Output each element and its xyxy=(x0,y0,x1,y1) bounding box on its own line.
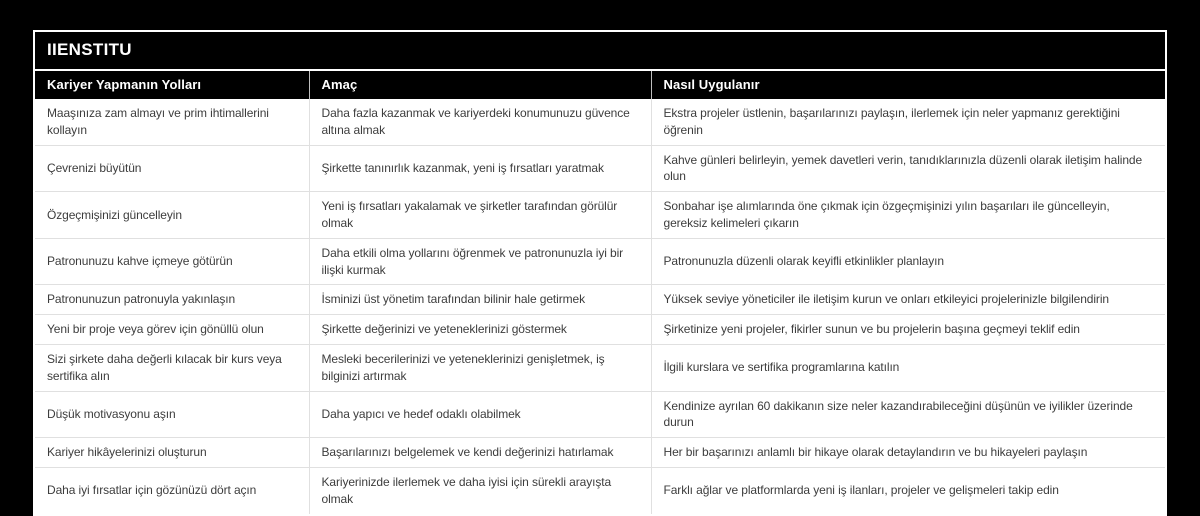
table-cell: Yüksek seviye yöneticiler ile iletişim k… xyxy=(651,284,1165,316)
table-cell: Şirketinize yeni projeler, fikirler sunu… xyxy=(651,314,1165,345)
table-row: Sizi şirkete daha değerli kılacak bir ku… xyxy=(35,344,1165,392)
table-cell: Mesleki becerilerinizi ve yetenekleriniz… xyxy=(309,344,652,392)
table-cell: Başarılarınızı belgelemek ve kendi değer… xyxy=(309,437,652,468)
table-cell: Ekstra projeler üstlenin, başarılarınızı… xyxy=(651,99,1165,146)
table-cell: İlgili kurslara ve sertifika programları… xyxy=(651,344,1165,392)
table-cell: Daha iyi fırsatlar için gözünüzü dört aç… xyxy=(35,467,310,514)
table-cell: Şirkette tanınırlık kazanmak, yeni iş fı… xyxy=(309,145,652,193)
table-row: Patronunuzun patronuyla yakınlaşın İsmini… xyxy=(35,284,1165,316)
table-cell: Düşük motivasyonu aşın xyxy=(35,391,310,439)
table-cell: Patronunuzla düzenli olarak keyifli etki… xyxy=(651,238,1165,286)
table-row: Yeni bir proje veya görev için gönüllü o… xyxy=(35,314,1165,345)
table-cell: Yeni iş fırsatları yakalamak ve şirketle… xyxy=(309,191,652,239)
table-cell: Kahve günleri belirleyin, yemek davetler… xyxy=(651,145,1165,193)
table-row: Çevrenizi büyütün Şirkette tanınırlık kaz… xyxy=(35,145,1165,193)
table-cell: Daha etkili olma yollarını öğrenmek ve p… xyxy=(309,238,652,286)
table-row: Kariyer hikâyelerinizi oluşturun Başarıla… xyxy=(35,437,1165,468)
column-header-how-to-apply: Nasıl Uygulanır xyxy=(651,71,1165,99)
column-header-purpose: Amaç xyxy=(309,71,652,99)
brand-title: IIENSTITU xyxy=(35,32,1165,71)
table-row: Özgeçmişinizi güncelleyin Yeni iş fırsatl… xyxy=(35,191,1165,239)
table-cell: Daha fazla kazanmak ve kariyerdeki konum… xyxy=(309,99,652,146)
table-cell: Kariyerinizde ilerlemek ve daha iyisi iç… xyxy=(309,467,652,514)
table-row: Daha iyi fırsatlar için gözünüzü dört aç… xyxy=(35,467,1165,514)
table-row: Patronunuzu kahve içmeye götürün Daha etk… xyxy=(35,238,1165,286)
table-cell: Daha yapıcı ve hedef odaklı olabilmek xyxy=(309,391,652,439)
column-header-ways: Kariyer Yapmanın Yolları xyxy=(35,71,310,99)
table-cell: İsminizi üst yönetim tarafından bilinir … xyxy=(309,284,652,316)
table-cell: Sonbahar işe alımlarında öne çıkmak için… xyxy=(651,191,1165,239)
table-cell: Yeni bir proje veya görev için gönüllü o… xyxy=(35,314,310,345)
table-cell: Şirkette değerinizi ve yeteneklerinizi g… xyxy=(309,314,652,345)
table-cell: Farklı ağlar ve platformlarda yeni iş il… xyxy=(651,467,1165,514)
header-row: Kariyer Yapmanın Yolları Amaç Nasıl Uygu… xyxy=(35,71,1165,99)
table-cell: Sizi şirkete daha değerli kılacak bir ku… xyxy=(35,344,310,392)
table-cell: Maaşınıza zam almayı ve prim ihtimalleri… xyxy=(35,99,310,146)
table-cell: Kariyer hikâyelerinizi oluşturun xyxy=(35,437,310,468)
table-cell: Kendinize ayrılan 60 dakikanın size nele… xyxy=(651,391,1165,439)
table-body: Maaşınıza zam almayı ve prim ihtimalleri… xyxy=(35,99,1165,514)
table-cell: Çevrenizi büyütün xyxy=(35,145,310,193)
table-cell: Özgeçmişinizi güncelleyin xyxy=(35,191,310,239)
table-cell: Patronunuzu kahve içmeye götürün xyxy=(35,238,310,286)
table-cell: Patronunuzun patronuyla yakınlaşın xyxy=(35,284,310,316)
career-table: Kariyer Yapmanın Yolları Amaç Nasıl Uygu… xyxy=(35,71,1165,514)
table-cell: Her bir başarınızı anlamlı bir hikaye ol… xyxy=(651,437,1165,468)
table-row: Maaşınıza zam almayı ve prim ihtimalleri… xyxy=(35,99,1165,146)
table-row: Düşük motivasyonu aşın Daha yapıcı ve hed… xyxy=(35,391,1165,439)
career-table-card: IIENSTITU Kariyer Yapmanın Yolları Amaç … xyxy=(33,30,1167,516)
